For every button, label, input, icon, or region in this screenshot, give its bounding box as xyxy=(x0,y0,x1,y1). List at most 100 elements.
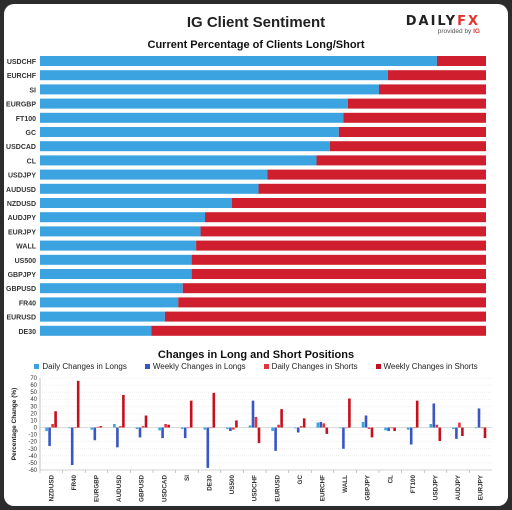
change-bar xyxy=(429,424,433,428)
category-label: GBPJPY xyxy=(365,474,372,500)
change-bar xyxy=(293,427,297,429)
long-bar xyxy=(40,127,339,137)
legend-label: Daily Changes in Shorts xyxy=(271,362,358,371)
long-bar xyxy=(40,155,317,166)
long-bar xyxy=(40,98,348,109)
change-bar xyxy=(384,427,387,431)
logo-ig: IG xyxy=(473,28,480,35)
change-bar xyxy=(122,394,125,428)
change-bar xyxy=(452,427,455,429)
long-bar xyxy=(40,198,232,208)
change-bar xyxy=(67,427,71,429)
category-label: SI xyxy=(184,475,191,481)
change-bar xyxy=(226,427,229,429)
short-bar xyxy=(151,325,486,336)
y-tick-label: 0 xyxy=(34,426,38,432)
long-bar xyxy=(40,283,183,294)
change-bar xyxy=(251,400,255,428)
category-label: GBPUSD xyxy=(139,475,146,502)
change-bar xyxy=(76,380,80,428)
change-bar xyxy=(370,427,374,438)
category-label: GC xyxy=(26,130,37,137)
long-bar xyxy=(40,183,259,194)
category-label: DE30 xyxy=(207,475,214,491)
change-bar xyxy=(161,427,164,439)
category-label: CL xyxy=(27,158,37,165)
y-tick-label: -50 xyxy=(28,461,37,467)
change-bar xyxy=(438,427,442,441)
changes-chart-title: Changes in Long and Short Positions xyxy=(157,349,355,361)
short-bar xyxy=(338,127,486,137)
y-tick-label: 60 xyxy=(30,383,37,389)
change-bar xyxy=(361,421,365,428)
sentiment-chart-title: Current Percentage of Clients Long/Short xyxy=(147,39,365,51)
change-bar xyxy=(186,427,190,429)
change-bar xyxy=(138,427,142,438)
long-bar xyxy=(40,297,179,308)
legend-swatch xyxy=(263,364,269,369)
change-bar xyxy=(480,427,484,429)
y-tick-label: 10 xyxy=(30,418,37,424)
change-bar xyxy=(189,400,193,428)
category-label: FR40 xyxy=(19,300,36,307)
change-bar xyxy=(54,411,57,428)
category-label: AUDJPY xyxy=(455,474,462,500)
change-bar xyxy=(212,392,216,428)
change-bar xyxy=(364,415,368,428)
category-label: EURJPY xyxy=(8,229,36,236)
y-tick-label: 20 xyxy=(30,411,37,417)
category-label: EURJPY xyxy=(478,474,485,500)
short-bar xyxy=(164,311,486,322)
change-bar xyxy=(99,426,103,428)
long-bar xyxy=(40,226,201,237)
long-bar xyxy=(40,70,388,81)
category-label: AUDUSD xyxy=(6,187,36,194)
logo-fx: FX xyxy=(457,14,480,29)
change-bar xyxy=(461,427,464,437)
category-label: EURCHF xyxy=(7,73,37,80)
y-tick-label: 70 xyxy=(30,376,37,382)
change-bar xyxy=(144,415,148,428)
change-bar xyxy=(45,427,48,432)
y-tick-label: -60 xyxy=(28,468,37,474)
long-bar xyxy=(40,311,165,322)
change-bar xyxy=(135,427,139,429)
long-bar xyxy=(40,212,206,223)
short-bar xyxy=(200,226,486,237)
y-tick-label: 50 xyxy=(30,390,37,396)
change-bar xyxy=(477,408,481,428)
short-bar xyxy=(378,84,486,95)
change-bar xyxy=(119,426,122,428)
category-label: GBPUSD xyxy=(6,286,36,293)
category-label: CL xyxy=(387,475,394,484)
change-bar xyxy=(257,427,261,444)
category-label: US500 xyxy=(15,258,37,265)
category-label: GBPJPY xyxy=(8,272,37,279)
long-bar xyxy=(40,141,330,152)
logo-provided-by: provided by IG xyxy=(406,28,480,35)
change-bar xyxy=(235,420,238,428)
category-label: EURUSD xyxy=(6,315,36,322)
change-bar xyxy=(412,427,416,429)
long-bar xyxy=(40,169,268,180)
change-bar xyxy=(406,427,410,430)
change-bar xyxy=(229,427,232,432)
change-bar xyxy=(299,426,303,428)
category-label: EURGBP xyxy=(94,475,101,502)
short-bar xyxy=(343,112,486,123)
change-bar xyxy=(435,424,439,428)
change-bar xyxy=(274,427,277,451)
legend-swatch xyxy=(34,364,40,369)
change-bar xyxy=(325,427,329,434)
legend-item-weekly-shorts: Weekly Changes in Shorts xyxy=(375,362,478,371)
category-label: USDCAD xyxy=(161,475,168,502)
category-label: USDJPY xyxy=(8,173,36,180)
change-bar xyxy=(390,427,393,429)
change-bar xyxy=(432,403,436,428)
change-bar xyxy=(70,427,74,466)
change-bar xyxy=(206,427,210,468)
category-label: EURGBP xyxy=(6,102,36,109)
change-bar xyxy=(296,427,300,433)
y-tick-label: 30 xyxy=(30,404,37,410)
long-bar xyxy=(40,84,379,95)
